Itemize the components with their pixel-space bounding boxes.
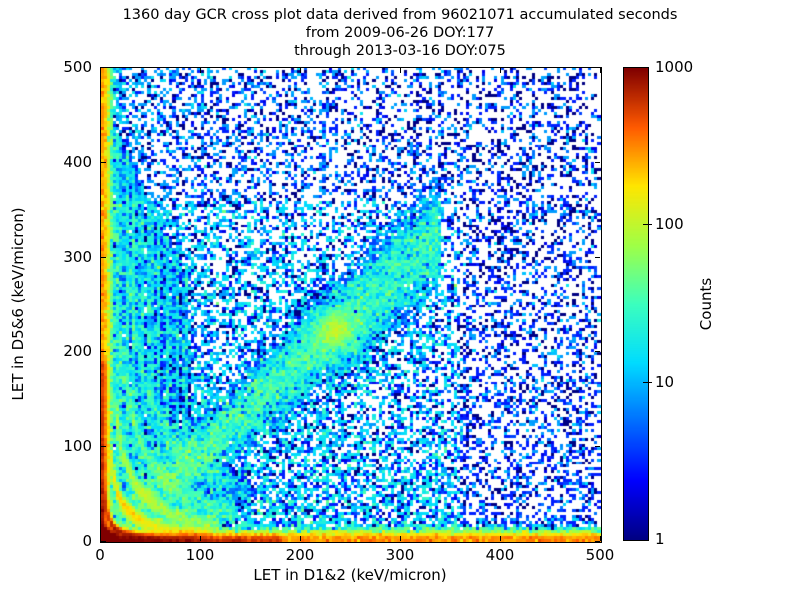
colorbar-gradient xyxy=(623,67,649,541)
x-tick-mark xyxy=(400,68,401,73)
y-tick-mark xyxy=(595,162,600,163)
density-heatmap xyxy=(101,68,601,542)
x-tick-label: 200 xyxy=(285,546,315,564)
x-tick-mark xyxy=(300,68,301,73)
colorbar-tick-mark xyxy=(647,224,652,225)
x-tick-mark xyxy=(100,536,101,541)
colorbar-tick-mark xyxy=(643,382,648,383)
colorbar-tick-mark xyxy=(643,224,648,225)
x-axis-label: LET in D1&2 (keV/micron) xyxy=(253,566,447,584)
y-tick-mark xyxy=(595,541,600,542)
y-tick-mark xyxy=(101,67,106,68)
x-tick-label: 500 xyxy=(585,546,615,564)
x-tick-label: 300 xyxy=(385,546,415,564)
colorbar-tick-label: 10 xyxy=(655,373,675,391)
x-tick-label: 100 xyxy=(185,546,215,564)
title-line-2: from 2009-06-26 DOY:177 xyxy=(305,25,495,41)
x-tick-mark xyxy=(300,536,301,541)
y-tick-mark xyxy=(101,446,106,447)
y-tick-mark xyxy=(595,67,600,68)
y-tick-mark xyxy=(101,351,106,352)
plot-axes-frame xyxy=(100,67,602,543)
x-tick-label: 0 xyxy=(95,546,105,564)
x-tick-mark xyxy=(200,68,201,73)
y-tick-mark xyxy=(101,257,106,258)
x-tick-label: 400 xyxy=(485,546,515,564)
y-tick-label: 200 xyxy=(63,342,92,360)
title-line-1: 1360 day GCR cross plot data derived fro… xyxy=(122,7,678,23)
title-line-3: through 2013-03-16 DOY:075 xyxy=(294,43,506,59)
x-tick-mark xyxy=(600,536,601,541)
y-tick-label: 400 xyxy=(63,153,92,171)
y-tick-label: 100 xyxy=(63,437,92,455)
colorbar-label: Counts xyxy=(697,277,715,331)
x-tick-mark xyxy=(400,536,401,541)
y-tick-label: 0 xyxy=(82,532,92,550)
x-tick-mark xyxy=(200,536,201,541)
x-tick-mark xyxy=(600,68,601,73)
colorbar xyxy=(623,67,649,541)
colorbar-tick-label: 100 xyxy=(655,215,684,233)
y-tick-mark xyxy=(595,257,600,258)
y-tick-mark xyxy=(595,446,600,447)
y-tick-label: 500 xyxy=(63,58,92,76)
colorbar-tick-label: 1 xyxy=(655,530,665,548)
y-tick-label: 300 xyxy=(63,248,92,266)
y-tick-mark xyxy=(595,351,600,352)
figure-title: 1360 day GCR cross plot data derived fro… xyxy=(0,6,800,60)
x-tick-mark xyxy=(500,68,501,73)
y-axis-label: LET in D5&6 (keV/micron) xyxy=(9,207,27,401)
y-tick-mark xyxy=(101,541,106,542)
colorbar-tick-label: 1000 xyxy=(655,58,694,76)
colorbar-tick-mark xyxy=(647,382,652,383)
x-tick-mark xyxy=(500,536,501,541)
x-tick-mark xyxy=(100,68,101,73)
y-tick-mark xyxy=(101,162,106,163)
